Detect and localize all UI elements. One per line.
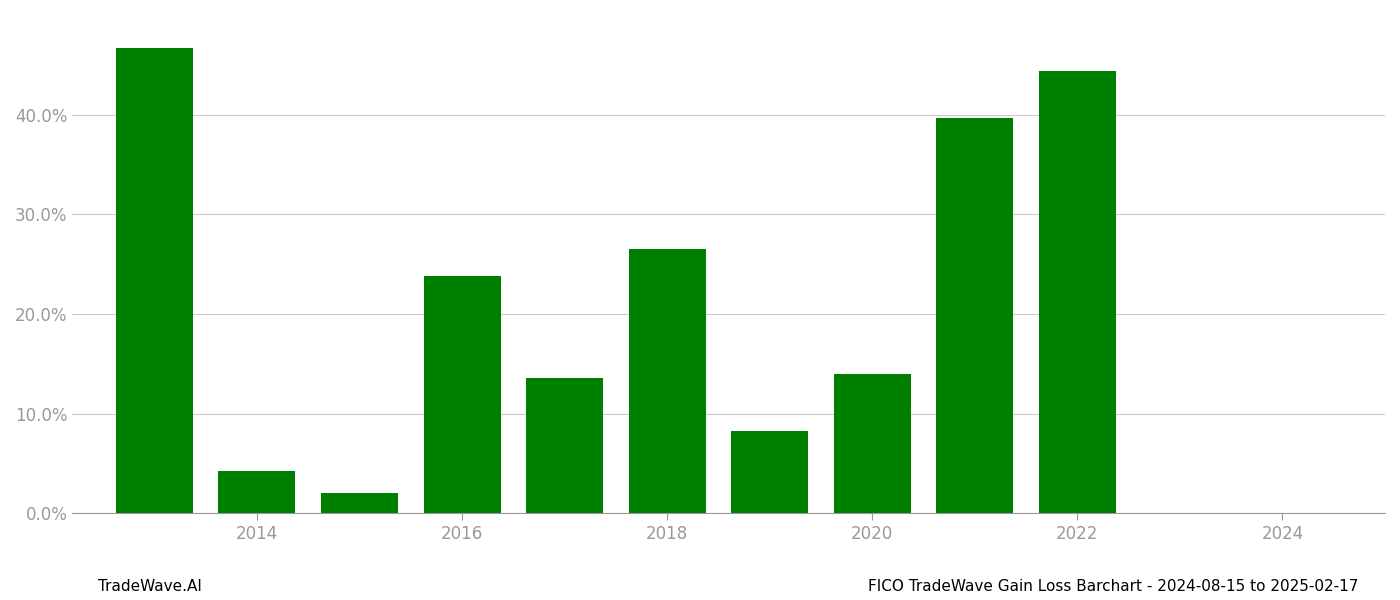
Text: FICO TradeWave Gain Loss Barchart - 2024-08-15 to 2025-02-17: FICO TradeWave Gain Loss Barchart - 2024… bbox=[868, 579, 1358, 594]
Bar bbox=[731, 431, 808, 513]
Bar bbox=[629, 249, 706, 513]
Bar bbox=[321, 493, 398, 513]
Bar bbox=[424, 276, 501, 513]
Bar bbox=[1039, 71, 1116, 513]
Bar bbox=[834, 374, 911, 513]
Bar bbox=[937, 118, 1014, 513]
Text: TradeWave.AI: TradeWave.AI bbox=[98, 579, 202, 594]
Bar bbox=[526, 377, 603, 513]
Bar bbox=[116, 48, 193, 513]
Bar bbox=[218, 472, 295, 513]
